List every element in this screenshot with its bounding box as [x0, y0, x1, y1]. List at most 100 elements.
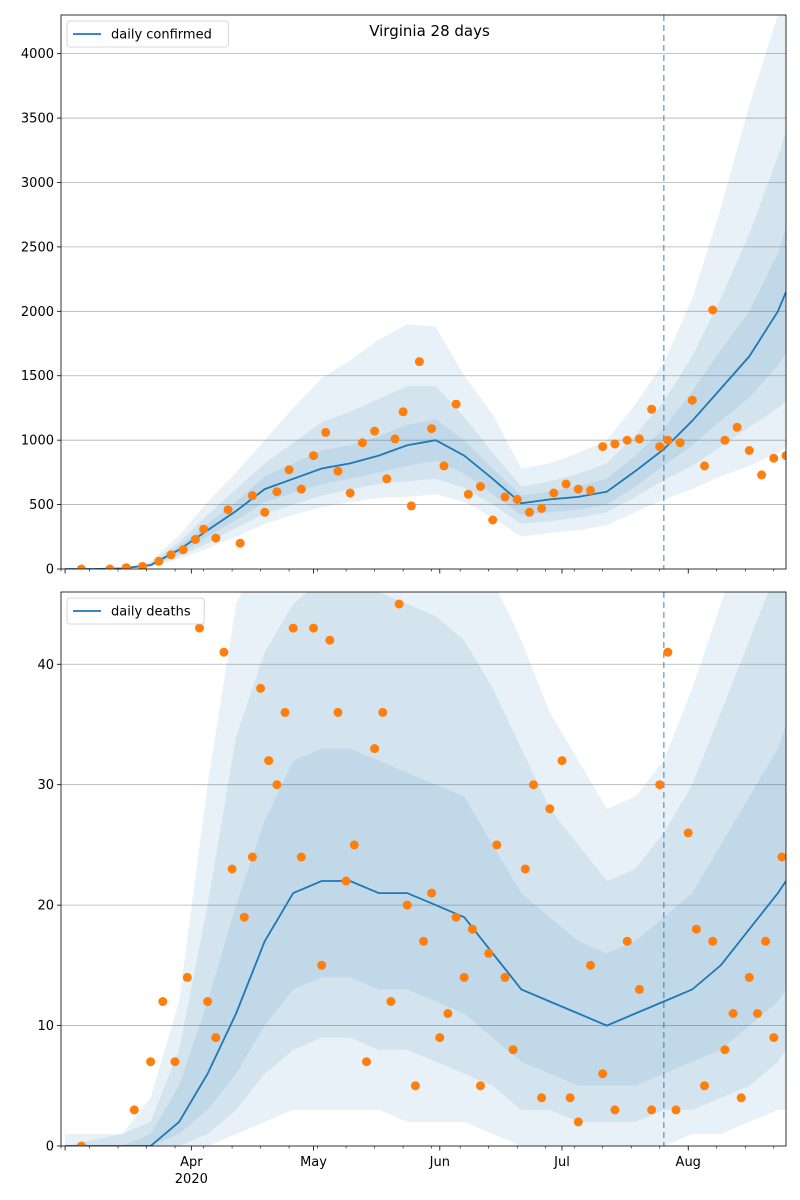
y-tick-label: 4000: [21, 47, 54, 62]
observed-point: [459, 972, 469, 982]
observed-point: [655, 780, 665, 790]
mean-line: [65, 291, 786, 569]
observed-point: [500, 492, 510, 502]
observed-point: [647, 404, 657, 414]
observed-point: [138, 561, 147, 569]
y-tick-label: 2500: [21, 240, 54, 255]
observed-point: [545, 804, 555, 814]
observed-point: [195, 623, 204, 633]
observed-point: [557, 756, 567, 766]
observed-point: [223, 505, 233, 515]
observed-point: [166, 550, 176, 560]
observed-point: [190, 534, 200, 544]
observed-point: [410, 1081, 420, 1091]
observed-point: [736, 1093, 746, 1103]
y-tick-label: 40: [37, 658, 54, 673]
observed-point: [427, 424, 437, 434]
legend-label: daily confirmed: [111, 28, 212, 43]
observed-point: [288, 623, 298, 633]
observed-point: [227, 864, 237, 874]
observed-point: [247, 852, 257, 862]
observed-point: [757, 470, 767, 480]
observed-point: [178, 545, 188, 555]
observed-point: [443, 1009, 453, 1018]
observed-point: [146, 1057, 156, 1067]
observed-point: [280, 707, 290, 717]
observed-point: [512, 494, 522, 504]
observed-point: [333, 466, 343, 476]
observed-point: [199, 524, 209, 534]
observed-point: [484, 948, 494, 958]
observed-point: [463, 489, 473, 499]
observed-point: [610, 439, 620, 449]
observed-point: [777, 852, 786, 862]
observed-point: [239, 912, 249, 922]
observed-point: [357, 438, 367, 448]
observed-point: [272, 780, 282, 790]
observed-point: [325, 635, 335, 645]
observed-point: [700, 461, 709, 471]
observed-point: [647, 1105, 657, 1115]
confidence-band-0: [65, 15, 786, 569]
observed-point: [345, 488, 355, 498]
observed-point: [753, 1009, 762, 1018]
observed-point: [610, 1105, 620, 1115]
observed-point: [154, 556, 164, 566]
observed-point: [435, 1033, 445, 1043]
observed-point: [414, 357, 424, 367]
x-tick-label: Jun: [429, 1155, 450, 1170]
observed-point: [170, 1057, 180, 1067]
observed-point: [520, 864, 530, 874]
chart-title: Virginia 28 days: [369, 22, 490, 40]
x-tick-label: Jul: [553, 1155, 570, 1170]
y-tick-label: 30: [37, 778, 54, 793]
confidence-band-1: [65, 592, 786, 1146]
observed-point: [663, 435, 673, 445]
mean-line: [65, 880, 786, 1146]
y-tick-label: 0: [46, 1140, 54, 1155]
axes-frame: [60, 591, 787, 1147]
legend-label: daily deaths: [111, 605, 191, 620]
observed-point: [76, 564, 86, 569]
observed-point: [390, 434, 400, 444]
observed-point: [634, 984, 644, 994]
y-tick-label: 3500: [21, 112, 54, 127]
observed-point: [732, 422, 742, 432]
observed-point: [561, 479, 571, 489]
observed-point: [158, 997, 168, 1006]
observed-point: [573, 1117, 583, 1127]
observed-point: [182, 972, 192, 982]
observed-point: [691, 924, 701, 934]
observed-point: [598, 442, 608, 452]
observed-point: [655, 442, 665, 452]
observed-point: [349, 840, 359, 850]
observed-point: [272, 487, 282, 497]
observed-point: [700, 1081, 709, 1091]
observed-point: [296, 484, 306, 494]
observed-point: [341, 876, 351, 886]
observed-point: [296, 852, 306, 862]
observed-point: [309, 623, 318, 633]
observed-point: [781, 451, 786, 461]
observed-point: [492, 840, 502, 850]
observed-point: [309, 451, 318, 461]
observed-point: [586, 485, 595, 495]
observed-point: [362, 1057, 371, 1067]
observed-point: [537, 503, 547, 513]
observed-point: [720, 435, 730, 445]
observed-point: [451, 912, 461, 922]
observed-point: [386, 997, 396, 1006]
observed-point: [284, 465, 294, 475]
confidence-band-0: [65, 592, 786, 1146]
observed-point: [370, 426, 380, 436]
deaths-panel: 0 10 20 30 40 Apr 2020 May Jun Jul Aug daily deaths: [37, 591, 787, 1187]
observed-point: [728, 1009, 738, 1018]
observed-point: [708, 936, 718, 946]
observed-point: [744, 446, 754, 455]
y-tick-label: 1000: [21, 434, 54, 449]
observed-point: [235, 538, 245, 548]
observed-point: [573, 484, 583, 494]
observed-point: [720, 1045, 730, 1055]
observed-point: [264, 756, 274, 766]
legend-box: [66, 597, 205, 625]
